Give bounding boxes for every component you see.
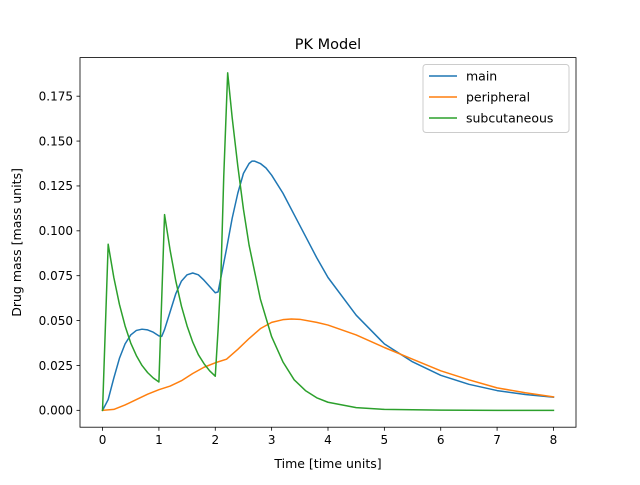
legend-label-main: main [466,69,497,84]
legend-label-peripheral: peripheral [466,90,530,105]
x-axis-label: Time [time units] [273,456,381,471]
x-tick-label: 4 [324,433,332,447]
chart-title: PK Model [295,37,361,53]
plot-lines [101,72,555,412]
legend-label-subcutaneous: subcutaneous [466,111,553,126]
legend-box [422,64,570,133]
y-axis-ticks: 0.000 0.025 0.050 0.075 0.100 0.125 0.150 0.175 [39,89,80,418]
y-tick-label: 0.175 [39,89,73,103]
x-tick-label: 1 [155,433,163,447]
x-tick-label: 7 [493,433,501,447]
plot-frame [79,57,577,428]
y-tick-label: 0.125 [39,179,73,193]
legend: main peripheral subcutaneous [422,64,570,133]
y-tick-label: 0.050 [39,314,73,328]
series-line-subcutaneous [101,72,555,412]
x-tick-label: 8 [550,433,558,447]
series-line-peripheral [101,318,555,412]
x-tick-label: 2 [211,433,219,447]
x-axis-ticks: 0 1 2 3 4 5 6 7 8 [99,427,558,447]
x-tick-label: 5 [381,433,389,447]
y-tick-label: 0.100 [39,224,73,238]
x-tick-label: 0 [99,433,107,447]
y-tick-label: 0.150 [39,134,73,148]
y-tick-label: 0.000 [39,404,73,418]
x-tick-label: 3 [268,433,276,447]
y-tick-label: 0.075 [39,269,73,283]
y-axis-label: Drug mass [mass units] [9,168,24,317]
x-tick-label: 6 [437,433,445,447]
y-tick-label: 0.025 [39,359,73,373]
